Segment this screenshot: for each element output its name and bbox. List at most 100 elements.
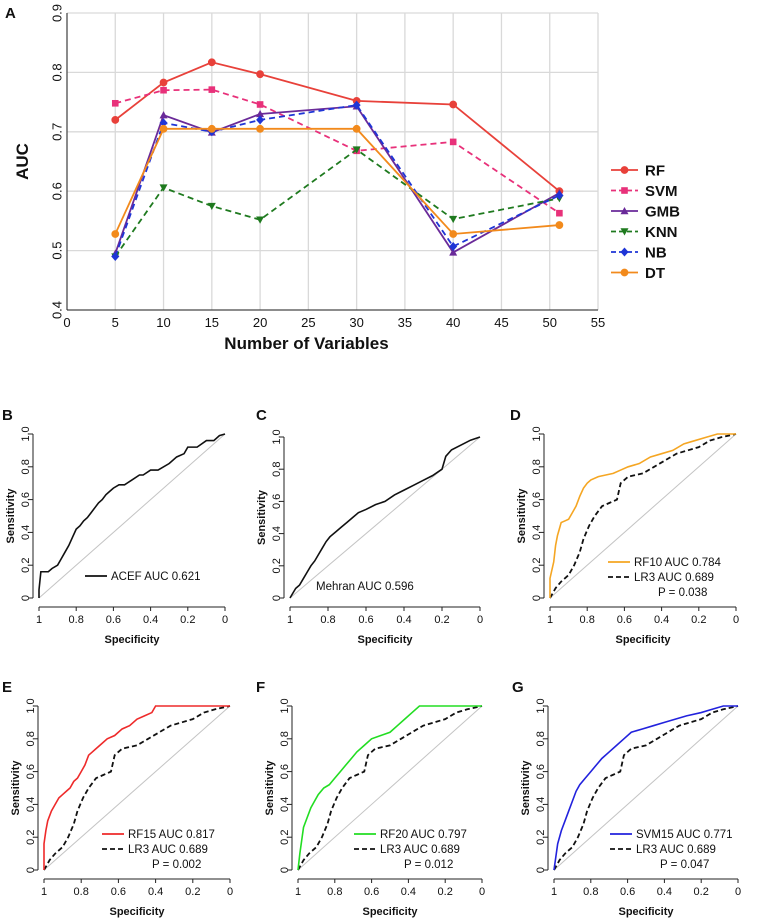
legend-marker-rf: [620, 166, 629, 174]
x-tick-label: 0: [63, 315, 70, 330]
series-nb: [111, 100, 564, 262]
data-point-nb: [449, 241, 458, 251]
legend-label-lr3: LR3 AUC 0.689: [128, 844, 208, 856]
x-tick-label: 0: [735, 886, 741, 898]
legend: RF10 AUC 0.784 LR3 AUC 0.689 P = 0.038: [608, 557, 722, 599]
legend: ACEF AUC 0.621: [85, 571, 200, 583]
data-point-knn: [449, 215, 458, 224]
x-tick-label: 0.6: [364, 886, 379, 898]
data-point-gmb: [449, 248, 458, 256]
data-point-nb: [256, 115, 265, 125]
roc-curve-primary: [297, 705, 482, 871]
y-axis-title: Sensitivity: [5, 488, 17, 544]
x-tick-label: 1: [547, 614, 553, 626]
legend-label-primary: RF15 AUC 0.817: [128, 829, 215, 841]
series-line-nb: [114, 104, 560, 257]
x-tick-label: 0.2: [185, 886, 200, 898]
data-point-nb: [111, 252, 120, 262]
legend-label-primary: RF10 AUC 0.784: [634, 557, 722, 569]
legend-label-svm: SVM: [645, 183, 678, 200]
y-tick-label: 0.6: [50, 182, 65, 200]
y-tick-label: 0.2: [531, 558, 543, 573]
x-axis-title: Specificity: [618, 906, 674, 918]
data-point-nb: [159, 118, 168, 128]
y-tick-label: 0: [535, 867, 547, 873]
y-tick-label: 0.6: [271, 494, 283, 509]
x-tick-label: 0.8: [583, 886, 598, 898]
panel-d: D 0 0.2 0.4 0.6 0.8 1.0 1 0.8 0.6 0.4 0.2 0 Specifici…: [510, 407, 739, 646]
x-tick-label: 1: [551, 886, 557, 898]
reference-diagonal: [549, 433, 737, 599]
y-tick-label: 0.4: [50, 301, 65, 319]
roc-curve-primary: [38, 433, 226, 598]
legend-marker-dt: [620, 268, 629, 277]
x-tick-label: 35: [398, 315, 412, 330]
x-tick-label: 25: [301, 315, 315, 330]
y-tick-label: 0.4: [279, 797, 291, 812]
y-tick-label: 0.8: [20, 459, 32, 474]
y-axis-title: Sensitivity: [10, 760, 22, 816]
data-point-dt: [555, 221, 564, 229]
y-tick-label: 0: [271, 595, 283, 601]
x-tick-label: 0: [733, 614, 739, 626]
data-point-svm: [449, 138, 457, 146]
y-tick-label: 1.0: [271, 429, 283, 444]
y-tick-label: 0.8: [50, 63, 65, 81]
data-point-svm: [256, 101, 264, 108]
legend-marker-svm: [621, 187, 628, 194]
legend-label-primary: ACEF AUC 0.621: [111, 571, 200, 583]
y-tick-label: 0.8: [279, 731, 291, 746]
roc-curve-primary: [549, 433, 736, 598]
x-tick-label: 1: [41, 886, 47, 898]
legend-label-lr3: LR3 AUC 0.689: [636, 844, 716, 856]
data-point-knn: [207, 202, 216, 211]
x-tick-label: 40: [446, 315, 460, 330]
data-point-dt: [352, 124, 361, 133]
series-svm: [111, 86, 563, 217]
x-tick-label: 0.6: [106, 614, 121, 626]
y-tick-label: 0: [20, 595, 32, 601]
y-tick-label: 0.2: [20, 558, 32, 573]
y-tick-label: 0: [279, 867, 291, 873]
panel-e: E 0 0.2 0.4 0.6 0.8 1.0 1 0.8 0.6 0.4 0.2 0 Specifici…: [2, 679, 233, 918]
x-tick-label: 0.4: [148, 886, 163, 898]
data-point-svm: [160, 86, 167, 94]
panel-letter-c: C: [256, 407, 267, 424]
panel-letter-e: E: [2, 679, 12, 696]
x-tick-label: 0.6: [358, 614, 373, 626]
legend-label-dt: DT: [645, 265, 665, 282]
y-tick-label: 0.6: [535, 764, 547, 779]
roc-curve-primary: [289, 436, 481, 599]
x-tick-label: 55: [591, 315, 605, 330]
x-tick-label: 0.8: [74, 886, 89, 898]
legend-label-primary: RF20 AUC 0.797: [380, 829, 467, 841]
y-tick-label: 0.2: [271, 558, 283, 573]
x-tick-label: 45: [494, 315, 508, 330]
legend-label-primary: SVM15 AUC 0.771: [636, 829, 733, 841]
x-tick-label: 1: [295, 886, 301, 898]
legend-marker-gmb: [620, 207, 629, 215]
p-value-label: P = 0.038: [658, 587, 707, 599]
y-tick-label: 0.4: [271, 526, 283, 541]
reference-diagonal: [553, 705, 739, 871]
panel-letter-b: B: [2, 407, 13, 424]
reference-diagonal: [38, 433, 226, 599]
y-tick-label: 0.7: [50, 123, 65, 141]
data-point-dt: [159, 124, 168, 133]
legend-label-nb: NB: [645, 245, 667, 262]
y-tick-label: 0.6: [25, 764, 37, 779]
x-axis-title: Specificity: [104, 634, 160, 646]
y-tick-label: 1.0: [279, 698, 291, 713]
x-axis-title: Specificity: [109, 906, 165, 918]
y-tick-label: 0.4: [20, 525, 32, 540]
x-tick-label: 0.8: [327, 886, 342, 898]
x-tick-label: 1: [36, 614, 42, 626]
x-tick-label: 1: [287, 614, 293, 626]
data-point-svm: [556, 209, 563, 217]
y-tick-label: 0.8: [25, 731, 37, 746]
x-tick-label: 0.4: [401, 886, 416, 898]
legend-label-lr3: LR3 AUC 0.689: [380, 844, 460, 856]
y-tick-label: 1.0: [535, 698, 547, 713]
